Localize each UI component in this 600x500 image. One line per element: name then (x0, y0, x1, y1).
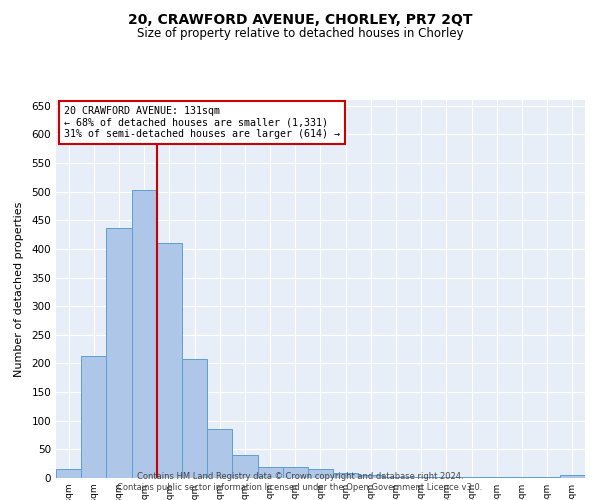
Bar (283, 466, 308, 478)
Bar (81, 356, 106, 478)
Text: 20, CRAWFORD AVENUE, CHORLEY, PR7 2QT: 20, CRAWFORD AVENUE, CHORLEY, PR7 2QT (128, 12, 472, 26)
Bar (535, 477, 560, 478)
Bar (383, 477, 409, 478)
Bar (182, 360, 207, 478)
Bar (131, 190, 157, 478)
Y-axis label: Number of detached properties: Number of detached properties (14, 202, 25, 376)
Bar (257, 466, 283, 478)
Bar (333, 474, 358, 478)
Bar (56, 470, 81, 478)
Bar (409, 477, 434, 478)
Bar (106, 228, 131, 478)
Text: Size of property relative to detached houses in Chorley: Size of property relative to detached ho… (137, 28, 463, 40)
Bar (308, 470, 333, 478)
Text: Contains HM Land Registry data © Crown copyright and database right 2024.: Contains HM Land Registry data © Crown c… (137, 472, 463, 481)
Bar (232, 455, 257, 478)
Bar (560, 475, 585, 478)
Bar (358, 475, 383, 478)
Bar (509, 477, 535, 478)
Bar (157, 243, 182, 478)
Bar (459, 477, 484, 478)
Text: Contains public sector information licensed under the Open Government Licence v3: Contains public sector information licen… (118, 484, 482, 492)
Text: 20 CRAWFORD AVENUE: 131sqm
← 68% of detached houses are smaller (1,331)
31% of s: 20 CRAWFORD AVENUE: 131sqm ← 68% of deta… (64, 106, 340, 139)
Bar (484, 477, 509, 478)
Bar (207, 430, 232, 478)
Bar (434, 477, 459, 478)
